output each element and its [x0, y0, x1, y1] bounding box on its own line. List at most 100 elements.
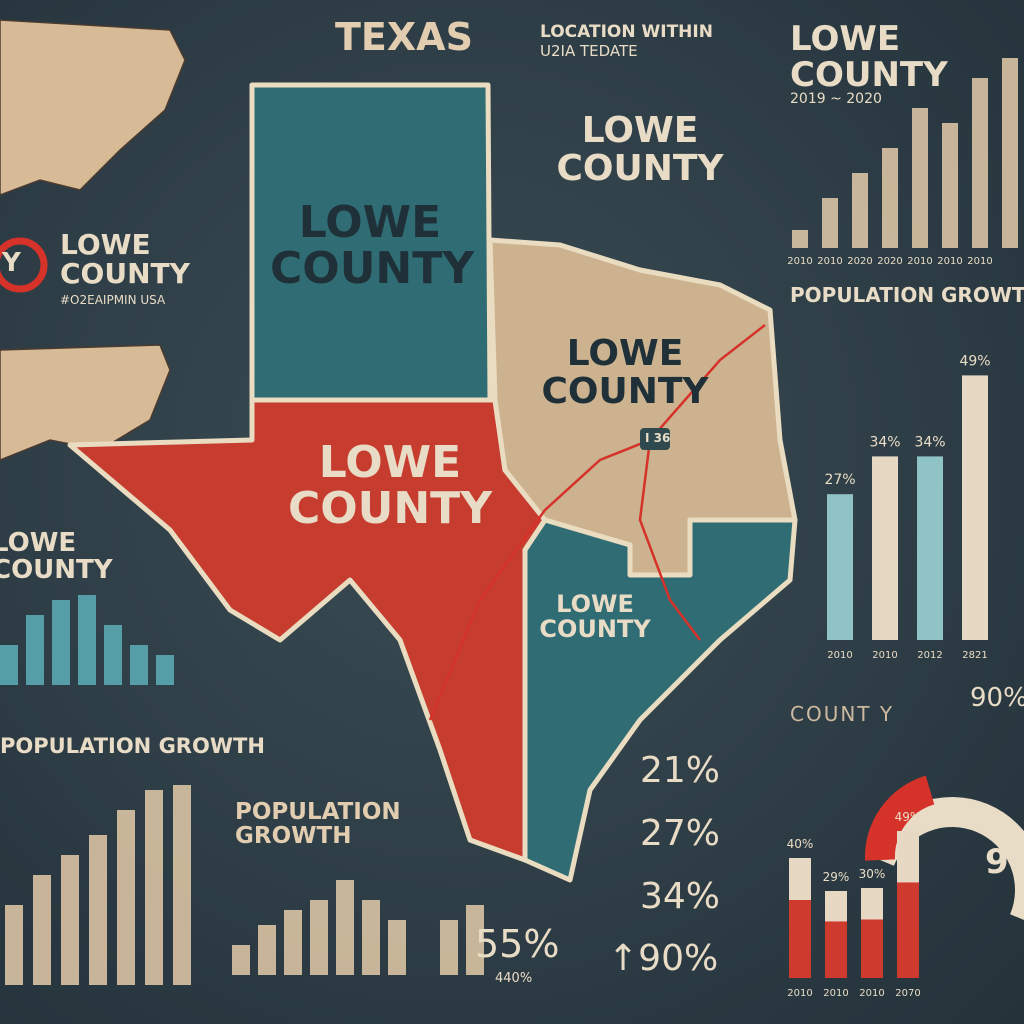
- donut-label: 90: [985, 842, 1024, 882]
- region-label: LOWE COUNTY: [287, 437, 493, 535]
- decor-bar: [130, 645, 148, 685]
- section-title: POPULATION GROWTH: [235, 799, 401, 850]
- stat: ↑90%: [608, 938, 719, 979]
- us-shape: [0, 19, 186, 196]
- bar-top: [825, 891, 847, 922]
- x-tick-label: 2010: [787, 256, 812, 267]
- decor-bar: [852, 173, 868, 248]
- texas-map: [67, 82, 798, 883]
- x-tick-label: 2020: [847, 256, 872, 267]
- badge-sub: #O2EAIPMIN USA: [60, 293, 166, 307]
- us-shape: [0, 344, 171, 461]
- x-tick-label: 2010: [907, 256, 932, 267]
- value-label: 49%: [959, 353, 990, 369]
- decor-bar: [1002, 58, 1018, 248]
- badge-title: LOWE COUNTY: [60, 228, 190, 291]
- decor-bar: [33, 875, 51, 985]
- decor-bar: [78, 595, 96, 685]
- decor-bar: [466, 905, 484, 975]
- x-tick-label: 2010: [859, 988, 884, 999]
- bar: [917, 456, 943, 640]
- stat: 21%: [640, 750, 721, 791]
- subtitle: LOCATION WITHIN: [540, 22, 713, 42]
- decor-bar: [145, 790, 163, 985]
- decor-bar: [912, 108, 928, 248]
- stat-small: 440%: [495, 971, 533, 986]
- decor-bar: [89, 835, 107, 985]
- bar-top: [897, 831, 919, 883]
- badge-letter: Y: [2, 248, 21, 278]
- bar: [962, 375, 988, 640]
- decor-bar: [61, 855, 79, 985]
- decor-bar: [5, 905, 23, 985]
- x-tick-label: 2010: [787, 988, 812, 999]
- highway: [428, 324, 766, 721]
- us-map-top: [0, 19, 186, 461]
- region-south: [522, 517, 798, 883]
- bar: [827, 494, 853, 640]
- region-label: LOWE COUNTY: [541, 333, 709, 412]
- decor-bar: [52, 600, 70, 685]
- charts: 2010 2010 2020 2020 2010 2010 2010 27% 2010 34% 20…: [787, 256, 993, 999]
- decor-bars: [0, 58, 1018, 985]
- highway-label: I 36: [645, 431, 671, 445]
- value-label: 29%: [823, 870, 850, 884]
- section-title: POPULATION GROWTH: [790, 283, 1024, 307]
- decor-bar: [440, 920, 458, 975]
- decor-bar: [104, 625, 122, 685]
- decor-bar: [284, 910, 302, 975]
- county-label: LOWE COUNTY: [0, 528, 113, 586]
- value-label: 40%: [787, 837, 814, 851]
- decor-bar: [173, 785, 191, 985]
- value-label: 34%: [869, 434, 900, 450]
- decor-bar: [258, 925, 276, 975]
- county-label: COUNT Y: [790, 702, 895, 726]
- stat-big: 55%: [475, 922, 560, 966]
- title: TEXAS: [335, 15, 473, 59]
- decor-bar: [362, 900, 380, 975]
- x-tick-label: 2010: [937, 256, 962, 267]
- bar-top: [861, 888, 883, 920]
- x-tick-label: 2010: [823, 988, 848, 999]
- decor-bar: [0, 645, 18, 685]
- decor-bar: [942, 123, 958, 248]
- decor-bar: [310, 900, 328, 975]
- value-label: 30%: [859, 867, 886, 881]
- decor-bar: [822, 198, 838, 248]
- decor-bar: [232, 945, 250, 975]
- subtitle: U2IA TEDATE: [540, 42, 638, 60]
- stat: 90%: [970, 683, 1024, 713]
- x-tick-label: 2012: [917, 650, 942, 661]
- bar: [872, 456, 898, 640]
- donut-part: [864, 775, 935, 861]
- value-label: 27%: [824, 472, 855, 488]
- value-label: 34%: [914, 434, 945, 450]
- decor-bar: [972, 78, 988, 248]
- region-label: LOWE COUNTY: [270, 197, 475, 295]
- decor-bar: [882, 148, 898, 248]
- x-tick-label: 2020: [877, 256, 902, 267]
- x-tick-label: 2010: [967, 256, 992, 267]
- decor-bar: [156, 655, 174, 685]
- county-label: LOWE COUNTY: [556, 110, 724, 189]
- decor-bar: [117, 810, 135, 985]
- stat: 34%: [640, 876, 721, 917]
- section-title: POPULATION GROWTH: [0, 734, 265, 758]
- range: 2019 ~ 2020: [790, 91, 882, 107]
- decor-bar: [26, 615, 44, 685]
- highway-shield: [640, 428, 670, 450]
- x-tick-label: 2070: [895, 988, 920, 999]
- badge-ring: [0, 237, 48, 293]
- stat: 27%: [640, 813, 721, 854]
- x-tick-label: 2010: [827, 650, 852, 661]
- county-label: LOWE COUNTY: [790, 19, 948, 95]
- region-label: LOWE COUNTY: [539, 590, 651, 644]
- value-label: 49%: [895, 810, 922, 824]
- decor-bar: [388, 920, 406, 975]
- x-tick-label: 2010: [872, 650, 897, 661]
- decor-bar: [792, 230, 808, 248]
- bar-top: [789, 858, 811, 900]
- decor-bar: [336, 880, 354, 975]
